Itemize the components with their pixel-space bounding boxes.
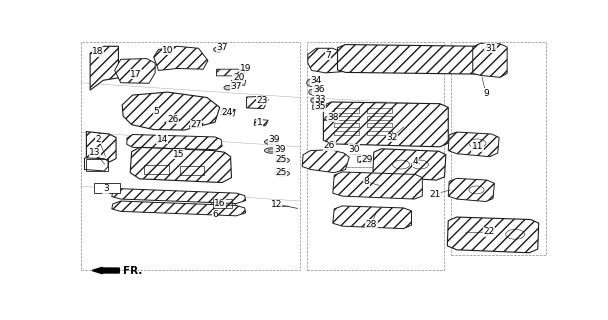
Text: 6: 6	[212, 210, 218, 219]
Text: 19: 19	[240, 64, 251, 73]
Ellipse shape	[264, 139, 278, 145]
Polygon shape	[333, 206, 412, 228]
Text: 13: 13	[89, 148, 100, 157]
Text: 37: 37	[230, 82, 242, 91]
Polygon shape	[165, 118, 180, 124]
Text: FR.: FR.	[123, 266, 142, 276]
Text: 38: 38	[327, 113, 339, 122]
Circle shape	[224, 85, 232, 90]
Polygon shape	[85, 158, 108, 171]
Bar	[213, 199, 232, 208]
Ellipse shape	[264, 148, 278, 153]
Polygon shape	[323, 102, 448, 147]
Text: 29: 29	[362, 155, 373, 164]
Text: 16: 16	[214, 199, 226, 208]
Polygon shape	[337, 44, 488, 74]
Text: 39: 39	[268, 135, 280, 144]
Text: 2: 2	[96, 135, 102, 144]
Text: 28: 28	[366, 220, 377, 229]
Text: 23: 23	[257, 96, 268, 105]
Text: 26: 26	[324, 141, 335, 150]
Text: 1: 1	[257, 118, 263, 127]
Circle shape	[213, 47, 223, 52]
Polygon shape	[448, 178, 494, 202]
Text: 5: 5	[153, 107, 159, 116]
Text: 37: 37	[216, 43, 228, 52]
Polygon shape	[189, 123, 203, 128]
Polygon shape	[333, 172, 423, 199]
FancyArrow shape	[92, 267, 119, 274]
Polygon shape	[313, 105, 326, 109]
Polygon shape	[302, 150, 349, 173]
Bar	[367, 116, 392, 120]
Bar	[367, 108, 392, 113]
Bar	[334, 108, 359, 113]
Text: 14: 14	[156, 135, 168, 144]
Text: 15: 15	[173, 150, 184, 159]
Polygon shape	[308, 48, 348, 73]
Text: 18: 18	[92, 47, 104, 56]
Polygon shape	[122, 92, 219, 130]
Polygon shape	[473, 43, 507, 77]
Bar	[334, 123, 359, 127]
Text: 25: 25	[275, 168, 286, 177]
Polygon shape	[112, 201, 246, 216]
Bar	[180, 166, 204, 175]
Ellipse shape	[309, 89, 319, 95]
Text: 17: 17	[130, 70, 142, 79]
Text: 3: 3	[103, 184, 109, 193]
Bar	[367, 131, 392, 135]
Polygon shape	[216, 69, 246, 76]
Polygon shape	[112, 189, 246, 204]
Bar	[94, 183, 120, 193]
Text: 31: 31	[485, 44, 496, 53]
Polygon shape	[130, 147, 232, 182]
Polygon shape	[210, 198, 237, 209]
Polygon shape	[127, 134, 222, 150]
Ellipse shape	[306, 79, 319, 87]
Text: 4: 4	[412, 157, 418, 166]
Text: 30: 30	[348, 145, 360, 154]
Text: 39: 39	[274, 145, 285, 154]
Text: 22: 22	[483, 227, 495, 236]
Text: 26: 26	[167, 115, 178, 124]
Text: 36: 36	[313, 85, 325, 94]
Polygon shape	[247, 96, 268, 108]
Text: 11: 11	[472, 142, 483, 151]
Polygon shape	[373, 149, 446, 180]
Polygon shape	[154, 46, 208, 70]
Polygon shape	[90, 46, 119, 90]
Text: 32: 32	[386, 133, 398, 142]
Ellipse shape	[275, 158, 289, 163]
Text: 25: 25	[275, 155, 286, 164]
Polygon shape	[115, 59, 155, 83]
Text: 21: 21	[429, 190, 441, 199]
Bar	[334, 116, 359, 120]
Circle shape	[311, 98, 322, 103]
Polygon shape	[358, 156, 378, 164]
Text: 24: 24	[221, 108, 232, 117]
Text: 12: 12	[271, 200, 282, 209]
Bar	[144, 165, 169, 174]
Text: 10: 10	[162, 46, 174, 55]
Bar	[86, 159, 108, 171]
Polygon shape	[232, 80, 246, 85]
Text: 34: 34	[311, 76, 322, 85]
Polygon shape	[448, 132, 499, 157]
Ellipse shape	[275, 171, 289, 176]
Circle shape	[325, 116, 336, 121]
Text: 9: 9	[483, 89, 489, 98]
Text: 7: 7	[325, 51, 331, 60]
Polygon shape	[254, 119, 268, 126]
Text: 33: 33	[314, 95, 326, 104]
Polygon shape	[86, 132, 116, 162]
Text: 27: 27	[190, 120, 202, 129]
Bar	[367, 123, 392, 127]
Bar	[334, 131, 359, 135]
Polygon shape	[221, 108, 235, 116]
Text: 20: 20	[233, 73, 244, 82]
Text: 35: 35	[314, 102, 326, 111]
Text: 8: 8	[364, 177, 370, 186]
Polygon shape	[447, 217, 539, 253]
